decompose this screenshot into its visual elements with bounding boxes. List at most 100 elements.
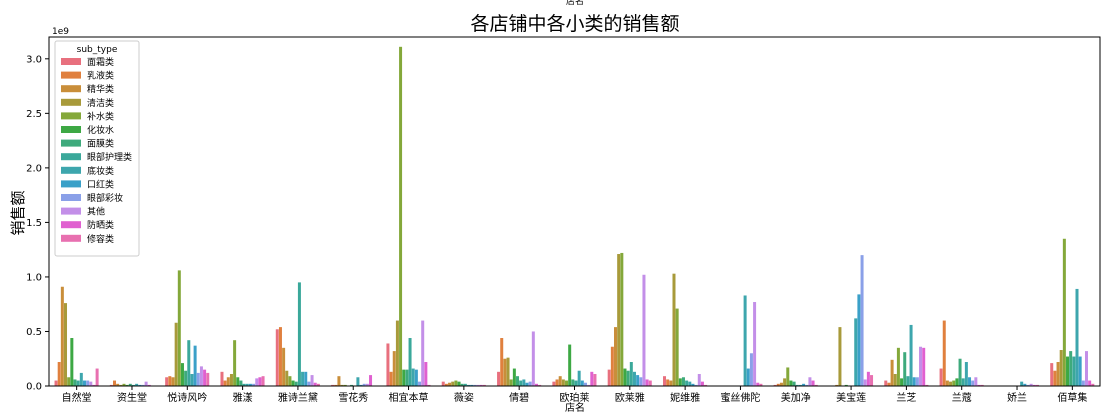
bar-9-3 bbox=[561, 379, 565, 386]
bar-6-2 bbox=[392, 351, 396, 386]
bar-6-11 bbox=[421, 320, 425, 386]
bar-4-8 bbox=[301, 371, 305, 386]
bar-3-12 bbox=[258, 377, 262, 386]
top-label: 店名 bbox=[566, 0, 584, 7]
y-tick-label-1: 0.5 bbox=[26, 327, 42, 338]
bar-1-3 bbox=[119, 384, 123, 386]
bar-3-10 bbox=[252, 383, 256, 386]
bar-15-4 bbox=[896, 347, 900, 386]
y-tick-label-5: 2.5 bbox=[26, 109, 42, 120]
legend-swatch-4 bbox=[61, 112, 81, 120]
bar-9-12 bbox=[590, 371, 594, 386]
bar-8-1 bbox=[500, 338, 504, 386]
bar-6-8 bbox=[411, 368, 415, 386]
bar-9-2 bbox=[558, 376, 562, 386]
legend-swatch-9 bbox=[61, 180, 81, 188]
bar-14-3 bbox=[838, 327, 842, 386]
bar-16-0 bbox=[939, 368, 943, 386]
bar-5-8 bbox=[356, 377, 360, 386]
bar-7-2 bbox=[448, 382, 452, 386]
bar-17-11 bbox=[1029, 383, 1033, 386]
legend-swatch-0 bbox=[61, 58, 81, 65]
bar-16-3 bbox=[949, 381, 953, 386]
bar-12-11 bbox=[753, 302, 757, 386]
bar-14-10 bbox=[860, 255, 864, 386]
bar-15-12 bbox=[922, 347, 926, 386]
bar-1-6 bbox=[128, 383, 132, 386]
bar-11-1 bbox=[666, 379, 670, 386]
bar-1-4 bbox=[122, 383, 126, 386]
bar-6-12 bbox=[424, 362, 428, 386]
legend-label-6: 面膜类 bbox=[87, 138, 114, 150]
bar-3-4 bbox=[233, 340, 237, 386]
legend: sub_type 面霜类乳液类精华类清洁类补水类化妆水面膜类眼部护理类底妆类口红… bbox=[54, 40, 140, 257]
bar-5-9 bbox=[359, 384, 363, 386]
bar-4-10 bbox=[307, 381, 311, 386]
bar-9-8 bbox=[577, 370, 581, 386]
bar-6-9 bbox=[414, 369, 418, 386]
x-tick-label-10: 欧莱雅 bbox=[615, 391, 645, 404]
bar-15-2 bbox=[890, 359, 894, 386]
bar-6-7 bbox=[408, 338, 412, 386]
chart-title: 各店铺中各小类的销售额 bbox=[470, 13, 679, 35]
bar-15-3 bbox=[893, 374, 897, 386]
bar-17-13 bbox=[1035, 384, 1039, 386]
bar-7-1 bbox=[444, 383, 448, 386]
bar-5-10 bbox=[362, 383, 366, 386]
bar-14-9 bbox=[857, 294, 861, 386]
bar-0-7 bbox=[76, 380, 80, 386]
bar-8-12 bbox=[534, 383, 538, 386]
legend-swatch-12 bbox=[61, 221, 81, 229]
legend-title: sub_type bbox=[77, 45, 118, 55]
bar-10-10 bbox=[639, 377, 643, 386]
bar-17-9 bbox=[1023, 383, 1027, 386]
bar-0-5 bbox=[70, 338, 74, 386]
bar-3-9 bbox=[248, 383, 252, 386]
bar-10-2 bbox=[614, 327, 618, 386]
x-tick-label-18: 佰草集 bbox=[1057, 391, 1087, 404]
bar-7-12 bbox=[479, 384, 483, 386]
bar-1-10 bbox=[141, 384, 145, 386]
bar-3-11 bbox=[255, 378, 259, 386]
bar-10-6 bbox=[626, 370, 630, 386]
bar-8-2 bbox=[503, 358, 507, 386]
bar-5-0 bbox=[331, 384, 335, 386]
x-tick-label-6: 相宜本草 bbox=[389, 391, 429, 404]
bar-10-3 bbox=[617, 254, 621, 386]
bar-13-11 bbox=[808, 377, 812, 386]
bar-16-4 bbox=[952, 380, 956, 386]
legend-swatch-2 bbox=[61, 85, 81, 93]
bar-0-8 bbox=[79, 372, 83, 386]
legend-label-3: 清洁类 bbox=[87, 97, 114, 109]
legend-swatch-6 bbox=[61, 139, 81, 147]
bar-0-6 bbox=[73, 379, 77, 386]
bar-11-10 bbox=[694, 384, 698, 386]
legend-label-13: 修容类 bbox=[87, 233, 114, 245]
bar-12-9 bbox=[746, 368, 750, 386]
legend-label-10: 眼部彩妆 bbox=[87, 192, 123, 204]
x-tick-label-13: 美加净 bbox=[781, 391, 811, 404]
y-tick-label-0: 0.0 bbox=[26, 382, 42, 393]
y-tick-label-4: 2.0 bbox=[26, 163, 42, 174]
legend-label-11: 其他 bbox=[87, 206, 105, 218]
bar-3-0 bbox=[220, 371, 224, 386]
legend-label-4: 补水类 bbox=[87, 110, 114, 122]
bar-16-9 bbox=[968, 377, 972, 386]
bar-7-9 bbox=[470, 384, 474, 386]
bar-18-12 bbox=[1088, 380, 1092, 386]
bar-17-12 bbox=[1032, 384, 1036, 386]
bar-15-13 bbox=[925, 384, 929, 386]
bar-7-10 bbox=[473, 384, 477, 386]
bar-1-0 bbox=[109, 384, 113, 386]
legend-swatch-3 bbox=[61, 98, 81, 106]
bar-8-8 bbox=[522, 379, 526, 386]
bar-4-7 bbox=[297, 282, 301, 386]
bar-10-13 bbox=[648, 380, 652, 386]
bar-8-0 bbox=[497, 371, 501, 386]
bar-18-3 bbox=[1059, 350, 1063, 386]
legend-swatch-5 bbox=[61, 126, 81, 133]
bar-13-2 bbox=[779, 382, 783, 386]
bars-layer bbox=[54, 46, 1095, 386]
bar-15-8 bbox=[909, 324, 913, 386]
bar-14-8 bbox=[854, 318, 858, 386]
